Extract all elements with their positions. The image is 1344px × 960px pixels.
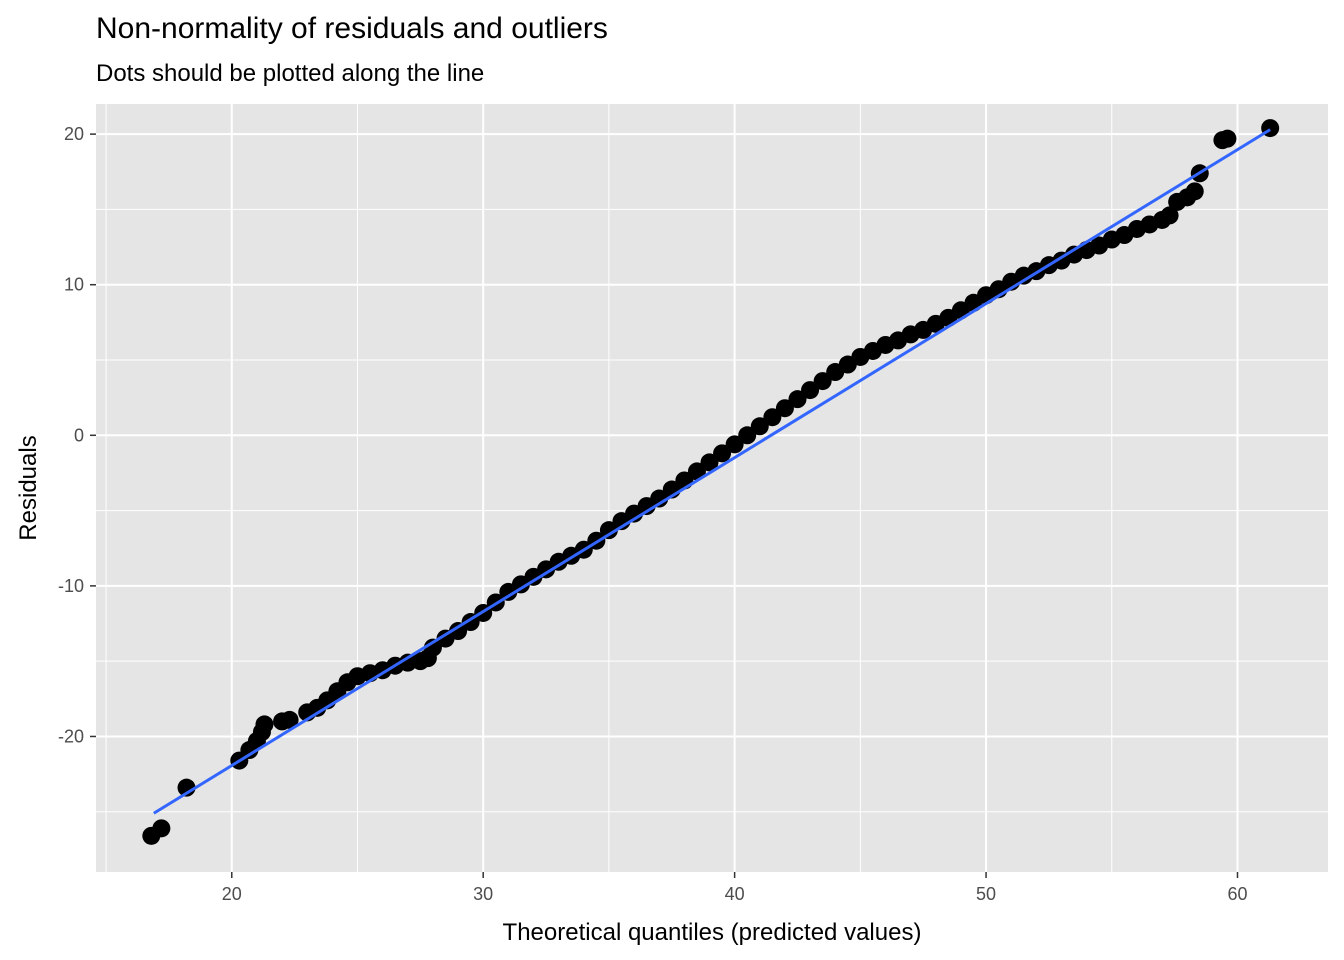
- data-point: [713, 444, 732, 463]
- data-point: [280, 710, 299, 729]
- x-axis-ticks: 20 30 40 50 60: [222, 872, 1248, 904]
- minor-gridlines: [96, 104, 1328, 872]
- y-tick-label: -10: [58, 576, 84, 596]
- y-axis-title: Residuals: [15, 435, 42, 540]
- chart-subtitle: Dots should be plotted along the line: [96, 60, 485, 87]
- data-point: [650, 489, 669, 508]
- data-point: [763, 408, 782, 427]
- data-point: [700, 453, 719, 472]
- y-tick-label: 0: [74, 425, 84, 445]
- data-point: [738, 426, 757, 445]
- data-point: [255, 715, 274, 734]
- major-gridlines: [96, 104, 1328, 872]
- data-point: [1218, 129, 1237, 148]
- data-point: [687, 462, 706, 481]
- data-point: [599, 521, 618, 540]
- y-axis-ticks: -20 -10 0 10 20: [58, 124, 96, 746]
- x-axis-title: Theoretical quantiles (predicted values): [503, 919, 922, 946]
- data-point: [788, 390, 807, 409]
- x-tick-label: 20: [222, 884, 242, 904]
- data-point: [1160, 206, 1179, 225]
- chart-title: Non-normality of residuals and outliers: [96, 12, 608, 45]
- y-tick-label: 10: [64, 275, 84, 295]
- data-points: [142, 119, 1280, 845]
- data-point: [750, 417, 769, 436]
- data-point: [423, 638, 442, 657]
- y-tick-label: 20: [64, 124, 84, 144]
- data-point: [813, 372, 832, 391]
- reference-line: [153, 128, 1271, 815]
- x-tick-label: 60: [1227, 884, 1247, 904]
- data-point: [775, 399, 794, 418]
- data-point: [152, 819, 171, 838]
- data-point: [449, 622, 468, 641]
- data-point: [725, 435, 744, 454]
- y-tick-label: -20: [58, 726, 84, 746]
- x-tick-label: 50: [976, 884, 996, 904]
- x-tick-label: 40: [725, 884, 745, 904]
- data-point: [801, 381, 820, 400]
- x-tick-label: 30: [473, 884, 493, 904]
- data-point: [1185, 182, 1204, 201]
